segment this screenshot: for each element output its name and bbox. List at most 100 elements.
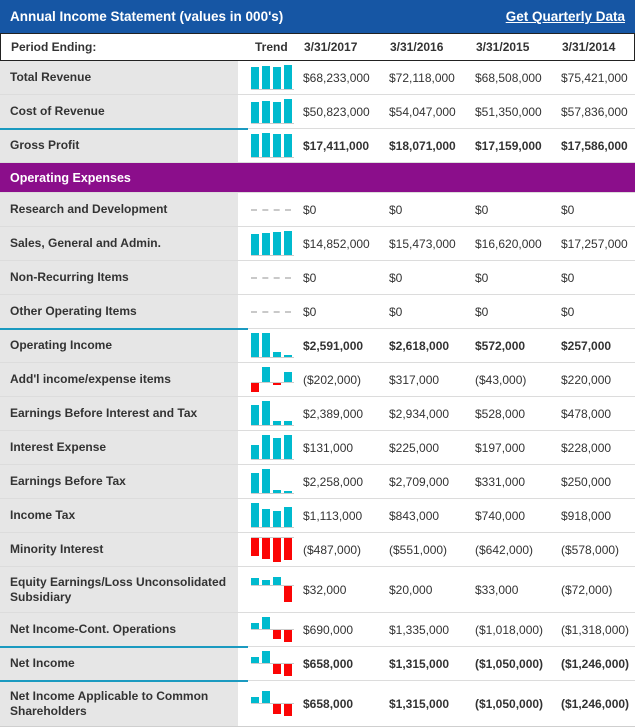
- table-row: Non-Recurring Items $0 $0 $0 $0: [0, 261, 635, 295]
- value-cell: $0: [475, 270, 489, 285]
- trend-sparkline: [251, 132, 295, 159]
- value-cell: $72,118,000: [389, 70, 455, 85]
- value-cell: $317,000: [389, 372, 440, 387]
- value-cell: ($1,318,000): [561, 622, 630, 637]
- negative-trend-bar: [284, 630, 292, 642]
- value-cell: $32,000: [303, 582, 347, 597]
- positive-trend-bar: [251, 102, 259, 123]
- table-row: Research and Development $0 $0 $0 $0: [0, 193, 635, 227]
- section-label: Operating Expenses: [10, 170, 131, 185]
- value-cell: $1,113,000: [303, 508, 363, 523]
- negative-trend-bar: [284, 664, 292, 676]
- title-bar: Annual Income Statement (values in 000's…: [0, 0, 635, 33]
- value-cell: $14,852,000: [303, 236, 370, 251]
- value-cell: ($578,000): [561, 542, 620, 557]
- zero-trend-dashes: [251, 276, 291, 279]
- positive-trend-bar: [273, 102, 281, 123]
- positive-trend-bar: [273, 352, 281, 357]
- row-label: Research and Development: [0, 193, 238, 226]
- trend-cell: [238, 465, 300, 498]
- table-row: Net Income Applicable to Common Sharehol…: [0, 680, 635, 726]
- value-cell: $528,000: [475, 406, 526, 421]
- sparkline-baseline: [251, 703, 294, 704]
- zero-trend-dashes: [251, 208, 291, 211]
- trend-cell: [238, 363, 300, 396]
- value-cell: ($202,000): [303, 372, 362, 387]
- positive-trend-bar: [284, 507, 292, 527]
- value-cell: $16,620,000: [475, 236, 542, 251]
- value-cell: $20,000: [389, 582, 433, 597]
- table-row: Earnings Before Tax $2,258,000 $2,709,000 $…: [0, 465, 635, 499]
- positive-trend-bar: [251, 473, 259, 493]
- trend-cell: [238, 613, 300, 646]
- value-cell: $2,591,000: [303, 338, 364, 353]
- value-cell: $0: [303, 304, 317, 319]
- positive-trend-bar: [262, 651, 270, 663]
- value-cell: $33,000: [475, 582, 519, 597]
- table-row: Operating Income $2,591,000 $2,618,000 $572…: [0, 328, 635, 363]
- positive-trend-bar: [273, 577, 281, 585]
- column-header-2016: 3/31/2016: [390, 40, 444, 54]
- positive-trend-bar: [284, 65, 292, 89]
- positive-trend-bar: [284, 134, 292, 157]
- value-cell: $572,000: [475, 338, 526, 353]
- positive-trend-bar: [273, 134, 281, 157]
- table-row: Earnings Before Interest and Tax $2,389,0…: [0, 397, 635, 431]
- value-cell: $331,000: [475, 474, 526, 489]
- positive-trend-bar: [262, 333, 270, 357]
- value-cell: ($487,000): [303, 542, 362, 557]
- value-cell: $257,000: [561, 338, 612, 353]
- positive-trend-bar: [262, 66, 270, 89]
- value-cell: $0: [389, 270, 403, 285]
- trend-sparkline: [251, 400, 295, 427]
- page-title: Annual Income Statement (values in 000's…: [10, 9, 284, 24]
- value-cell: $50,823,000: [303, 104, 370, 119]
- row-label: Non-Recurring Items: [0, 261, 238, 294]
- positive-trend-bar: [251, 405, 259, 425]
- trend-sparkline: [251, 332, 295, 359]
- table-row: Gross Profit $17,411,000 $18,071,000 $17,15…: [0, 128, 635, 163]
- value-cell: $17,159,000: [475, 138, 542, 153]
- value-cell: $131,000: [303, 440, 354, 455]
- sparkline-baseline: [251, 493, 294, 494]
- positive-trend-bar: [284, 355, 292, 357]
- trend-cell: [238, 647, 300, 680]
- value-cell: $658,000: [303, 696, 354, 711]
- trend-sparkline: [251, 64, 295, 91]
- negative-trend-bar: [251, 538, 259, 556]
- sparkline-baseline: [251, 382, 294, 383]
- value-cell: $2,389,000: [303, 406, 364, 421]
- positive-trend-bar: [273, 511, 281, 527]
- row-label: Sales, General and Admin.: [0, 227, 238, 260]
- trend-cell: [238, 261, 300, 294]
- trend-sparkline: [251, 230, 295, 257]
- negative-trend-bar: [284, 538, 292, 560]
- teal-divider-rule: [0, 646, 248, 648]
- value-cell: $2,618,000: [389, 338, 450, 353]
- trend-sparkline: [251, 434, 295, 461]
- value-cell: ($551,000): [389, 542, 448, 557]
- value-cell: $1,315,000: [389, 696, 450, 711]
- value-cell: ($1,050,000): [475, 656, 544, 671]
- positive-trend-bar: [251, 503, 259, 527]
- value-cell: $0: [475, 202, 489, 217]
- trend-sparkline: [251, 650, 295, 677]
- get-quarterly-data-link[interactable]: Get Quarterly Data: [505, 9, 625, 24]
- value-cell: $197,000: [475, 440, 526, 455]
- table-row: Minority Interest ($487,000) ($551,000) ($6…: [0, 533, 635, 567]
- row-label: Net Income: [0, 647, 238, 680]
- row-label: Add'l income/expense items: [0, 363, 238, 396]
- teal-divider-rule: [0, 128, 248, 130]
- trend-sparkline: [251, 690, 295, 717]
- period-ending-header: Period Ending:: [11, 40, 97, 54]
- positive-trend-bar: [251, 445, 259, 459]
- table-row: Equity Earnings/Loss Unconsolidated Subs…: [0, 567, 635, 613]
- positive-trend-bar: [262, 133, 270, 157]
- value-cell: $15,473,000: [389, 236, 456, 251]
- teal-divider-rule: [0, 680, 248, 682]
- value-cell: $658,000: [303, 656, 354, 671]
- table-row: Add'l income/expense items ($202,000) $317…: [0, 363, 635, 397]
- positive-trend-bar: [262, 435, 270, 459]
- value-cell: $2,258,000: [303, 474, 364, 489]
